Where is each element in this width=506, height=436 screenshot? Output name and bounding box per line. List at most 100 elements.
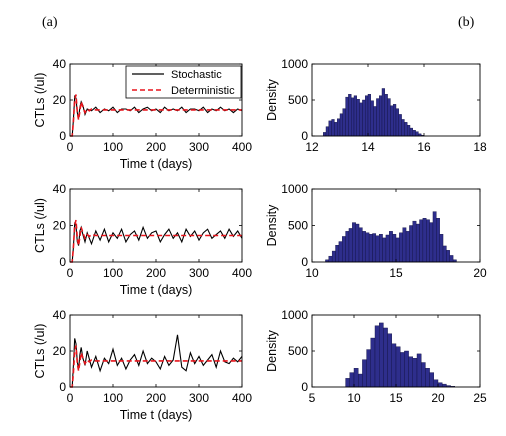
hist5-bar-22 [437, 382, 443, 388]
ts0-series-stochastic [70, 94, 243, 137]
ts2-xtick-label-3: 300 [189, 266, 209, 280]
hist1-bar-8 [345, 96, 349, 137]
legend: Stochastic Deterministic [125, 65, 242, 99]
hist1-bar-13 [359, 102, 363, 137]
hist1-bar-23 [387, 98, 391, 137]
ts0-ytick-label-2: 40 [53, 57, 67, 71]
hist1-bar-26 [395, 108, 399, 137]
ts4-series-stochastic [70, 334, 243, 388]
ts4-ytick-label-2: 40 [53, 308, 67, 322]
ts2-xtick-label-4: 400 [232, 266, 252, 280]
hist5-bar-13 [400, 352, 405, 388]
hist3-bar-17 [382, 237, 387, 263]
ts4-xtick-label-4: 400 [232, 391, 252, 405]
hist5-bar-8 [379, 322, 384, 388]
hist1-bar-11 [353, 95, 357, 137]
hist3-bar-3 [335, 245, 340, 263]
hist5-bar-19 [425, 368, 430, 388]
hist3-bar-7 [348, 228, 353, 263]
ts2-ytick-label-2: 40 [53, 182, 67, 196]
hist3-bar-1 [328, 255, 333, 263]
hist3-bar-36 [446, 250, 450, 263]
ts2-xtick-label-1: 100 [103, 266, 123, 280]
hist1-bar-4 [334, 122, 338, 137]
ts4-xtick-label-0: 0 [67, 391, 74, 405]
hist3-xtick-label-0: 10 [305, 266, 319, 280]
hist3-bar-21 [395, 237, 400, 263]
ts0-xtick-label-0: 0 [67, 140, 74, 154]
hist1-bar-28 [401, 119, 405, 137]
hist5-bar-0 [345, 378, 351, 388]
hist5-bar-18 [421, 362, 426, 388]
hist3-bar-16 [379, 234, 383, 263]
hist1-bar-22 [384, 94, 388, 137]
hist1-ytick-label-1: 500 [288, 93, 308, 107]
ts0-series-deterministic [70, 94, 242, 137]
hist1-xtick-label-2: 16 [417, 140, 431, 154]
ts2-ytick-label-0: 0 [59, 255, 66, 269]
hist5-bar-3 [358, 373, 363, 388]
ts4-xtick-label-3: 300 [189, 391, 209, 405]
hist1-bar-20 [379, 95, 383, 137]
hist1-bar-9 [348, 94, 352, 137]
ts4-xtick-label-1: 100 [103, 391, 123, 405]
hist5-ytick-label-0: 0 [301, 380, 308, 394]
hist5-bar-4 [362, 359, 367, 388]
hist3-bar-25 [409, 225, 414, 263]
panel-label-a: (a) [42, 15, 58, 30]
hist3-xtick-label-1: 15 [389, 266, 403, 280]
hist1-bar-7 [342, 108, 346, 137]
hist3-bar-32 [432, 211, 437, 263]
hist3-ytick-label-2: 1000 [281, 182, 308, 196]
hist1-bar-10 [351, 97, 355, 137]
ts4-xtick-label-2: 200 [146, 391, 166, 405]
hist5-bar-5 [366, 349, 372, 388]
hist1-bar-17 [370, 100, 374, 137]
hist1-bar-12 [356, 99, 360, 137]
ts2-series-deterministic [70, 219, 242, 263]
hist3-bar-23 [402, 227, 407, 263]
hist1-ytick-label-2: 1000 [281, 57, 308, 71]
hist3-bar-5 [342, 236, 346, 263]
ts0-ylabel: CTLs (/ul) [33, 73, 47, 128]
plot-time-series-2: 0 100 200 300 400 0 20 40 Time t (days) CTLs (/ul… [33, 182, 252, 297]
hist1-bar-29 [404, 122, 408, 137]
hist3-bar-22 [399, 232, 403, 263]
hist5-bar-1 [349, 372, 355, 388]
hist1-bar-25 [393, 104, 397, 137]
hist1-xtick-label-0: 12 [305, 140, 319, 154]
ts4-series-deterministic [70, 345, 242, 388]
hist1-bar-14 [362, 99, 366, 137]
hist3-ytick-label-0: 0 [301, 255, 308, 269]
ts4-xlabel: Time t (days) [120, 408, 192, 422]
hist5-bar-15 [408, 356, 414, 388]
hist3-ytick-label-1: 500 [288, 219, 308, 233]
ts2-series-stochastic [70, 222, 243, 263]
legend-deterministic-label: Deterministic [171, 85, 235, 97]
hist3-bar-9 [355, 223, 360, 263]
ts0-xtick-label-4: 400 [232, 140, 252, 154]
ts2-xlabel: Time t (days) [120, 283, 192, 297]
hist3-bar-4 [338, 241, 343, 263]
hist3-bar-10 [358, 227, 363, 263]
hist5-bar-17 [416, 353, 422, 388]
hist3-bar-6 [345, 231, 350, 263]
hist3-bar-37 [449, 255, 454, 263]
hist5-bar-21 [433, 379, 439, 388]
ts0-ytick-label-0: 0 [59, 129, 66, 143]
hist3-bar-18 [385, 234, 390, 263]
hist3-bar-15 [375, 235, 380, 263]
hist5-xtick-label-1: 10 [347, 391, 361, 405]
hist3-bar-28 [419, 219, 424, 263]
hist3-bar-27 [415, 223, 420, 263]
plot-time-series-3: 0 100 200 300 400 0 20 40 Time t (days) CTLs (/ul… [33, 308, 252, 422]
hist1-bar-2 [328, 120, 332, 137]
hist5-xtick-label-3: 20 [431, 391, 445, 405]
legend-box [125, 65, 242, 99]
ts0-xtick-label-1: 100 [103, 140, 123, 154]
hist5-bar-7 [374, 325, 380, 388]
hist5-bar-20 [429, 372, 435, 388]
